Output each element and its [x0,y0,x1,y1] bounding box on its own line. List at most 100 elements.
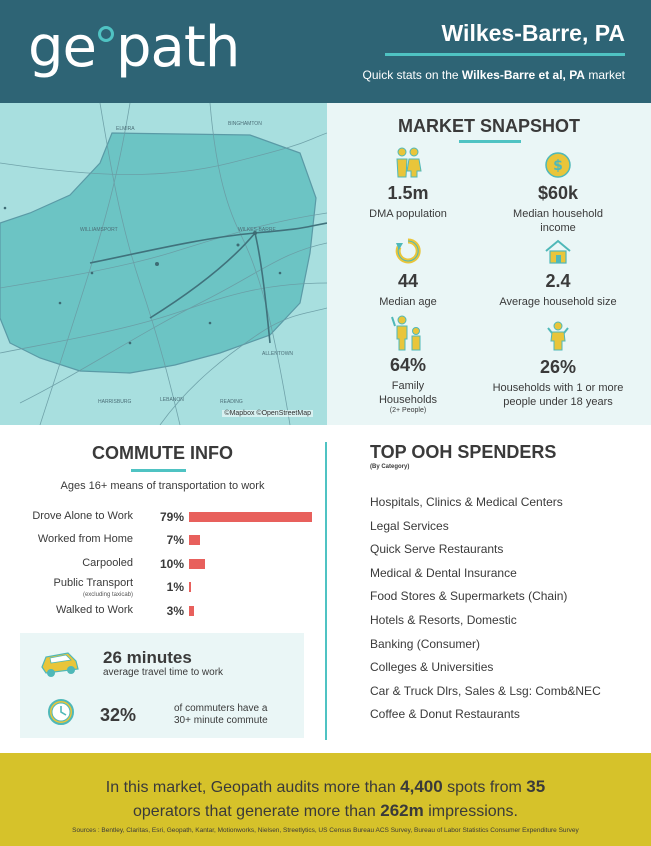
market-snapshot-panel: MARKET SNAPSHOT 1.5m DMA population $ $6… [327,103,651,425]
commute-row: Public Transport (excluding taxicab) 1% [0,577,325,598]
footer-banner: In this market, Geopath audits more than… [0,753,651,846]
commute-row-percent: 1% [166,580,184,594]
commute-subtitle: Ages 16+ means of transportation to work [60,480,265,492]
commute-row-label: Carpooled [82,557,133,569]
long-commute-label-1: of commuters have a [174,703,268,714]
stat-value: 2.4 [545,271,571,291]
subtitle-end: market [584,68,625,82]
stat-value: 64% [389,355,427,375]
commute-row: Drove Alone to Work 79% [0,510,325,528]
travel-time-label: average travel time to work [103,667,224,678]
header-banner: ge path Wilkes-Barre, PA Quick stats on t… [0,0,651,103]
footer-text-3: operators that generate more than [133,803,381,820]
long-commute-pct: 32% [100,705,137,725]
spender-item: Coffee & Donut Restaurants [370,707,520,722]
dollar-coin-icon: $ [477,147,639,179]
commute-row-percent: 79% [159,510,184,524]
house-icon [477,233,639,265]
spender-item: Legal Services [370,518,449,533]
commute-row-label: Public Transport [53,577,133,589]
title-underline [385,53,625,56]
commute-row-percent: 3% [166,604,184,618]
commute-bar [189,582,191,592]
footer-impressions-count: 262m [380,801,424,820]
commute-title: COMMUTE INFO [92,443,233,463]
stat-note: (2+ People) [389,407,427,414]
travel-time-value: 26 minutes [103,648,192,667]
map-label-reading: READING [220,399,243,405]
spender-item: Food Stores & Supermarkets (Chain) [370,589,568,604]
spender-item: Quick Serve Restaurants [370,542,504,557]
travel-time-panel: 26 minutes average travel time to work 3… [20,633,304,738]
family-icon [327,147,489,179]
parent-child-icon [327,315,489,351]
stat-value: 1.5m [387,183,429,203]
top-ooh-spenders-section: TOP OOH SPENDERS (By Category) Hospitals… [327,425,651,753]
snapshot-title-rule [459,140,521,143]
long-commute-label: of commuters have a 30+ minute commute [174,703,268,727]
stat-value: $60k [537,183,579,203]
footer-text-2: spots from [442,779,527,796]
spenders-subtitle: (By Category) [370,464,410,470]
map-label-allentown: ALLENTOWN [262,351,293,357]
logo-text-end: path [116,15,240,80]
subtitle-start: Quick stats on the [362,68,462,82]
commute-bar [189,512,312,522]
svg-text:$: $ [553,158,563,174]
stat-value: 26% [539,357,577,377]
stat-family-households: 64% Family Households (2+ People) [327,315,489,414]
market-map: ELMIRA BINGHAMTON WILLIAMSPORT WILKES-BA… [0,103,327,425]
stat-label: Family Households [378,380,438,406]
map-label-williamsport: WILLIAMSPORT [80,227,118,233]
stat-label: Average household size [499,296,617,308]
commute-row-percent: 7% [166,533,184,547]
commute-row: Worked from Home 7% [0,533,325,551]
stat-dma-population: 1.5m DMA population [327,147,489,221]
subtitle-market-name: Wilkes-Barre et al, PA [461,68,585,82]
stat-median-age: 44 Median age [327,233,489,309]
footer-message: In this market, Geopath audits more than… [0,775,651,823]
commute-row-percent: 10% [159,557,184,571]
commute-row-label: Worked from Home [37,533,133,545]
map-label-lebanon: LEBANON [160,397,184,403]
stat-value: 44 [397,271,419,291]
commute-row-label: Drove Alone to Work [32,510,133,522]
logo-text-start: ge [28,15,97,80]
commute-info-section: COMMUTE INFO Ages 16+ means of transport… [0,425,325,753]
spender-item: Medical & Dental Insurance [370,565,517,580]
map-label-binghamton: BINGHAMTON [228,121,262,127]
stat-median-income: $ $60k Median household income [477,147,639,235]
spender-item: Hotels & Resorts, Domestic [370,613,517,627]
footer-text-4: impressions. [423,803,518,820]
footer-spots-count: 4,400 [400,777,443,796]
geopath-logo: ge path [28,20,240,76]
commute-bar [189,559,205,569]
car-icon [38,647,82,684]
snapshot-title: MARKET SNAPSHOT [397,116,580,136]
spender-item: Car & Truck Dlrs, Sales & Lsg: Comb&NEC [370,683,601,698]
stat-households-children: 26% Households with 1 or more people und… [477,319,639,409]
stat-label: Median age [379,296,437,308]
stat-label: Households with 1 or more people under 1… [492,382,624,408]
map-label-harrisburg: HARRISBURG [98,399,131,405]
commute-bar [189,535,200,545]
footer-text-1: In this market, Geopath audits more than [105,779,401,796]
map-graphic: ELMIRA BINGHAMTON WILLIAMSPORT WILKES-BA… [0,103,327,425]
footer-operators-count: 35 [526,777,546,796]
stat-label: Median household income [513,208,603,234]
section-divider [325,442,327,740]
spenders-title: TOP OOH SPENDERS [370,442,557,462]
commute-row: Carpooled 10% [0,557,325,575]
spender-item: Banking (Consumer) [370,636,481,651]
commute-row-label: Walked to Work [55,604,133,616]
map-attribution: ©Mapbox ©OpenStreetMap [222,410,313,417]
child-icon [477,319,639,351]
commute-row-note: (excluding taxicab) [82,592,133,598]
clock-icon [46,697,76,732]
spender-item: Hospitals, Clinics & Medical Centers [370,495,563,509]
market-subtitle: Quick stats on the Wilkes-Barre et al, P… [363,68,625,82]
stat-household-size: 2.4 Average household size [477,233,639,309]
logo-ring-icon [98,26,114,42]
map-label-wilkes-barre: WILKES-BARRE [238,227,276,233]
long-commute-label-2: 30+ minute commute [174,715,268,726]
